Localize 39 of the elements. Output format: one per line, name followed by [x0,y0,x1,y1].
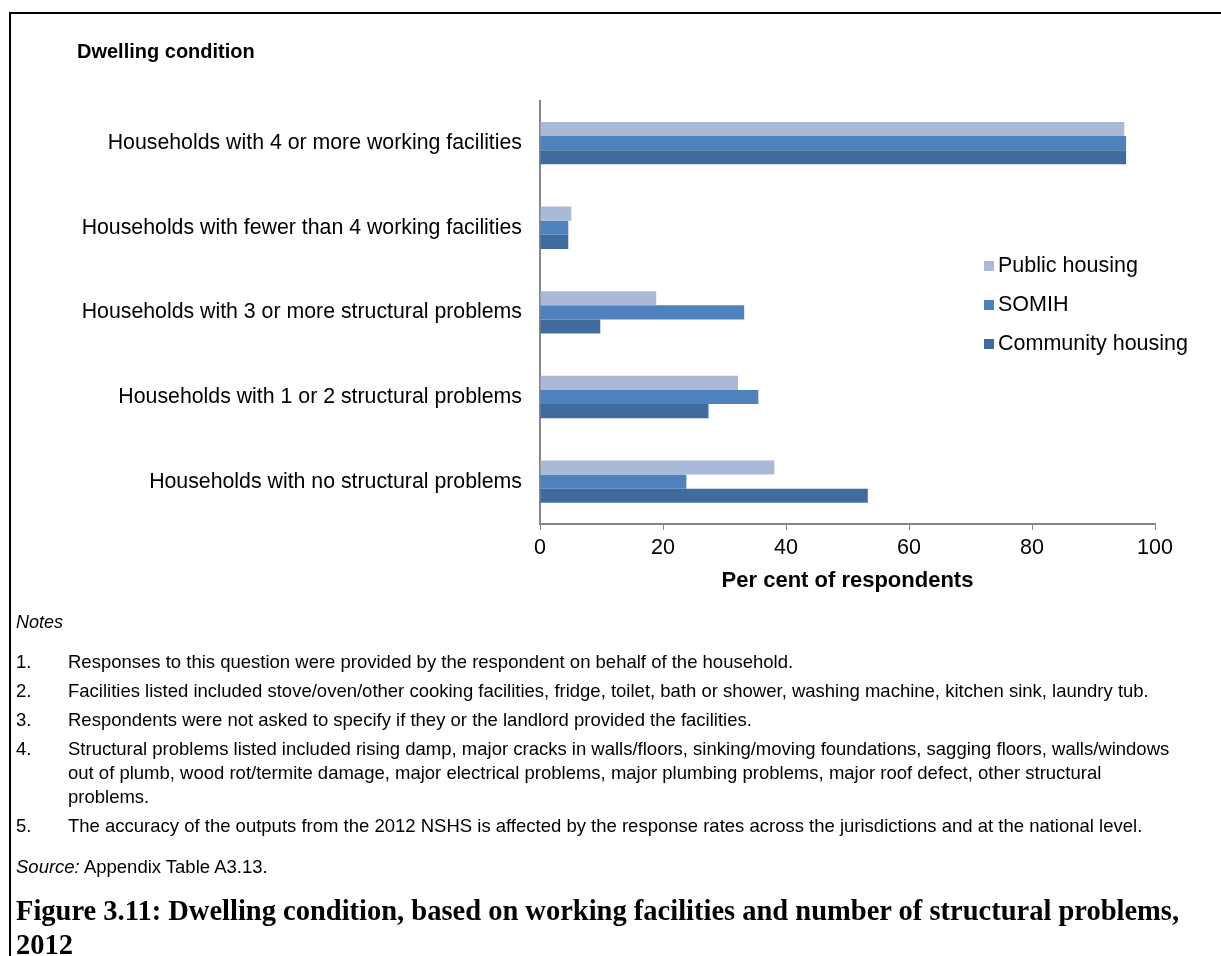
source-note: Source: Appendix Table A3.13. [16,855,269,879]
bar [540,291,657,306]
x-tick-label: 0 [534,534,547,559]
text: 3. Respondents were not asked to specify if they or the landlord provided the facilities. [16,708,753,732]
text: 2. Facilities listed included stove/oven/other cooking facilities, fridge, toilet, bath or shower, washing machine, kitchen sink, laundry tub. [16,679,1150,703]
bar [540,234,569,249]
text: 5. The accuracy of the outputs from the 2012 NSHS is affected by the response rates across the jurisdictions and at the national level. [16,814,1144,838]
x-axis-title: Per cent of respondents [721,566,974,592]
bar [540,375,739,390]
bar [540,206,572,221]
bar [540,488,868,503]
text: Notes [16,611,65,634]
x-tick-label: 100 [1137,534,1173,559]
y-tick-label: Households with no structural problems [149,468,522,493]
bar [540,305,745,320]
y-tick-label: Households with 4 or more working facilities [107,129,522,154]
bar [540,389,759,405]
y-tick-label: Households with 3 or more structural problems [81,299,522,324]
legend-label: Public housing [998,253,1138,278]
y-tick-label: Households with 1 or 2 structural problems [118,383,522,408]
text: 4. Structural problems listed included rising damp, major cracks in walls/floors, sinking/moving foundations, sagging floors, walls/windows out of plumb, wood rot/termite damage, major electrical problems, major plumbing problems, major roof defect, other structural problems. [16,737,1171,809]
x-tick-label: 60 [897,534,921,559]
legend-label: Community housing [998,331,1189,356]
bar [540,474,687,489]
bar [540,136,1127,151]
bar [540,121,1125,137]
bar [540,404,709,419]
bar [540,460,775,475]
bar [540,319,601,334]
caption: Figure 3.11: Dwelling condition, based on working facilities and number of structural problems, 2012 [16,894,1181,956]
x-tick-label: 20 [651,534,675,559]
bar [540,150,1127,165]
text: Dwelling condition [77,39,255,63]
x-tick-label: 80 [1020,534,1044,559]
bar [540,220,569,235]
text: 1. Responses to this question were provided by the respondent on behalf of the household. [16,650,795,674]
y-tick-label: Households with fewer than 4 working facilities [81,214,522,239]
legend-label: SOMIH [998,292,1069,317]
x-tick-label: 40 [774,534,798,559]
